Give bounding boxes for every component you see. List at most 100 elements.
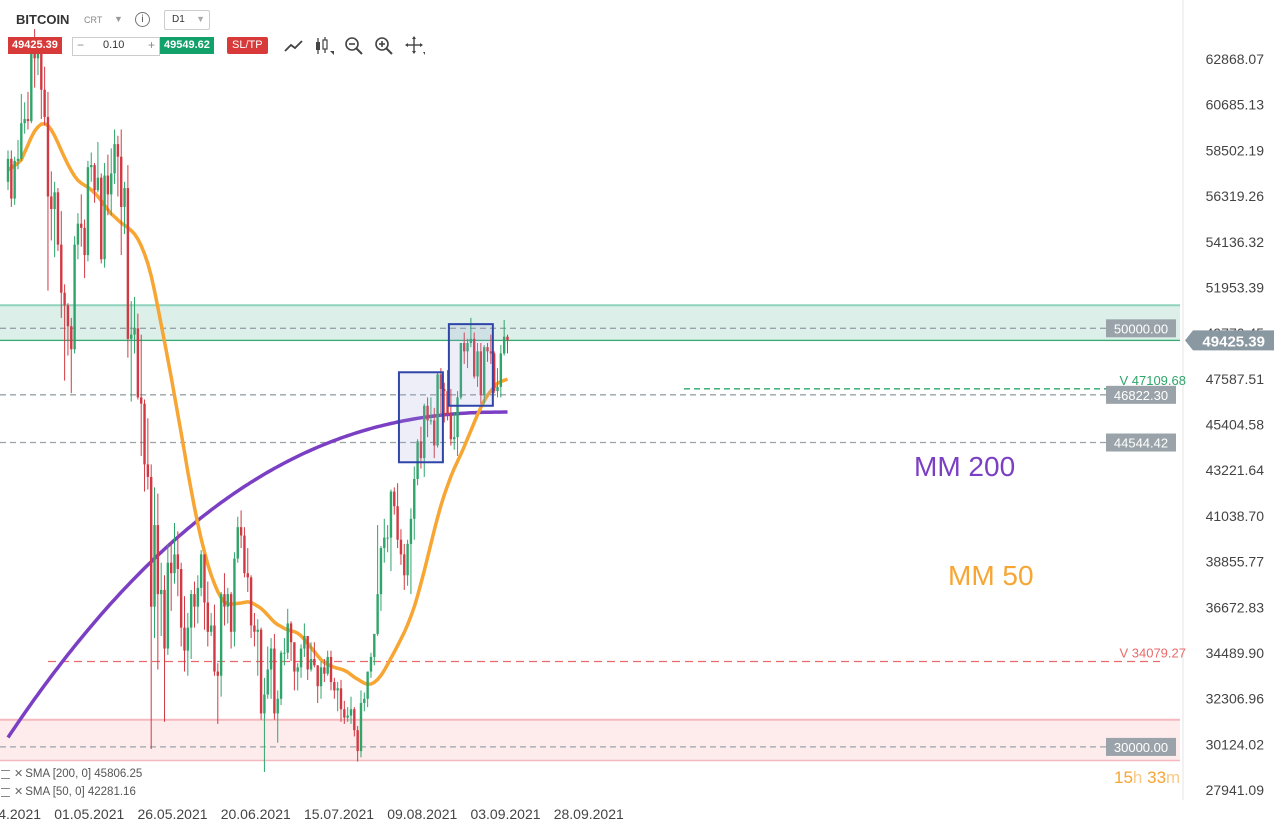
candle-body	[306, 635, 309, 670]
x-tick-label: 01.05.2021	[54, 806, 124, 822]
sma-200-legend[interactable]: ✕ SMA [200, 0] 45806.25	[0, 767, 142, 780]
support-zone	[0, 719, 1180, 761]
candle-body	[166, 562, 170, 649]
candle-body	[90, 165, 93, 168]
y-tick-label: 56319.26	[1206, 188, 1265, 204]
candle-body	[353, 709, 356, 731]
candle-body	[169, 562, 173, 574]
candle-body	[356, 730, 359, 752]
candle-body	[379, 548, 383, 595]
candle-body	[329, 656, 333, 683]
level-label: 50000.00	[1114, 321, 1168, 336]
y-tick-label: 60685.13	[1206, 97, 1265, 113]
ma200-annotation: MM 200	[914, 451, 1015, 482]
candle-body	[339, 688, 343, 710]
candle-body	[60, 244, 63, 293]
candle-body	[66, 305, 70, 327]
y-tick-label: 51953.39	[1206, 279, 1265, 295]
candle-body	[439, 374, 443, 390]
candle-body	[86, 167, 90, 256]
candle-body	[463, 342, 466, 352]
candle-body	[146, 464, 150, 477]
candle-body	[469, 338, 473, 343]
sell-button[interactable]: 49425.39	[8, 37, 62, 54]
candle-body	[299, 648, 303, 668]
sma-50-legend[interactable]: ✕ SMA [50, 0] 42281.16	[0, 785, 136, 798]
candle-body	[93, 165, 96, 191]
candle-body	[103, 175, 106, 260]
candle-body	[23, 119, 26, 124]
sl-tp-button[interactable]: SL/TP	[227, 37, 268, 54]
candle-body	[369, 656, 373, 672]
y-tick-label: 34489.90	[1206, 645, 1265, 661]
candle-body	[216, 671, 219, 676]
level-label: 44544.42	[1114, 436, 1168, 451]
sma-200-value: 45806.25	[94, 768, 143, 780]
candle-body	[403, 554, 406, 576]
candle-body	[63, 292, 66, 306]
x-axis: 06.04.2021 01.05.2021 26.05.2021 20.06.2021…	[0, 806, 624, 822]
y-tick-label: 43221.64	[1206, 462, 1265, 478]
candle-body	[16, 158, 20, 161]
candle-body	[459, 342, 463, 398]
line-chart-icon[interactable]	[283, 36, 305, 56]
menu-icon[interactable]	[1, 770, 10, 779]
candle-body	[46, 116, 50, 197]
chevron-down-icon[interactable]: ▼	[114, 14, 123, 24]
candle-body	[83, 227, 86, 256]
consolidation-box	[447, 323, 494, 407]
countdown-hours-unit: h	[1132, 768, 1143, 787]
candle-body	[106, 175, 110, 195]
candle-body	[482, 347, 486, 396]
candlestick-icon[interactable]	[313, 36, 335, 56]
candle-body	[293, 642, 296, 672]
x-tick-label: 26.05.2021	[137, 806, 207, 822]
candle-body	[309, 659, 313, 670]
decrement-button[interactable]: −	[77, 38, 85, 52]
candle-body	[303, 635, 306, 649]
quantity-value[interactable]: 0.10	[103, 39, 125, 51]
close-icon[interactable]: ✕	[14, 767, 24, 780]
candle-body	[433, 420, 436, 446]
y-tick-label: 45404.58	[1206, 417, 1265, 433]
quantity-stepper[interactable]: − 0.10 +	[72, 37, 160, 56]
candle-body	[389, 491, 393, 538]
candle-body	[419, 441, 423, 459]
level-label-bg	[1106, 385, 1176, 404]
candle-body	[253, 625, 256, 632]
candle-body	[456, 397, 459, 438]
symbol-title[interactable]: BITCOIN	[16, 12, 70, 27]
x-tick-label: 09.08.2021	[387, 806, 457, 822]
increment-button[interactable]: +	[147, 38, 155, 52]
candle-body	[193, 594, 196, 607]
candle-body	[399, 539, 403, 555]
candle-body	[140, 397, 143, 404]
candle-body	[113, 144, 116, 174]
candle-body	[56, 192, 60, 245]
candle-body	[479, 351, 483, 396]
zoom-out-icon[interactable]	[343, 36, 365, 56]
candle-body	[50, 196, 53, 210]
y-tick-label: 30124.02	[1206, 736, 1265, 752]
candle-body	[76, 223, 80, 245]
level-label: V 47109.68	[1119, 373, 1186, 388]
candle-body	[209, 625, 213, 632]
buy-button[interactable]: 49549.62	[160, 37, 214, 54]
candle-body	[183, 627, 186, 651]
timeframe-select[interactable]: D1 ▼	[164, 10, 210, 30]
candle-body	[316, 665, 319, 687]
y-axis: 62868.07 60685.13 58502.19 56319.26 54136.32…	[1206, 51, 1265, 798]
zoom-in-icon[interactable]	[373, 36, 395, 56]
close-icon[interactable]: ✕	[14, 785, 24, 798]
candle-body	[130, 334, 133, 339]
countdown-minutes: 33	[1147, 768, 1167, 787]
menu-icon[interactable]	[1, 788, 10, 797]
boxes-layer	[397, 323, 494, 464]
chevron-down-icon: ▼	[196, 14, 205, 24]
info-icon[interactable]: i	[135, 12, 150, 27]
crosshair-icon[interactable]	[404, 36, 426, 56]
candle-body	[466, 342, 469, 352]
level-label: 46822.30	[1114, 388, 1168, 403]
